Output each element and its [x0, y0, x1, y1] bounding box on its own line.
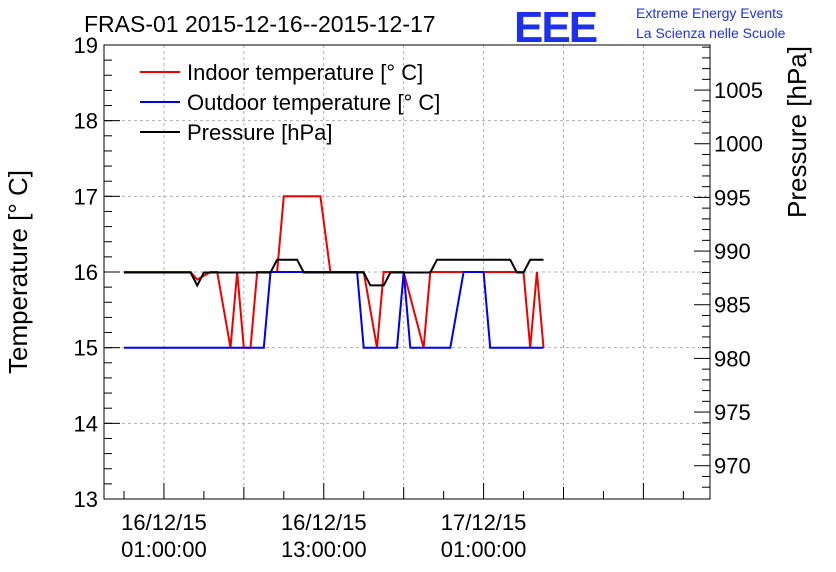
series-line-2 [124, 258, 544, 288]
eee-logo: EEE Extreme Energy Events La Scienza nel… [514, 3, 786, 52]
y2-tick-label: 970 [714, 454, 751, 479]
x-tick-label-date: 16/12/15 [281, 510, 367, 535]
logo-letters: EEE [514, 3, 597, 52]
legend-label-2: Pressure [hPa] [187, 120, 333, 145]
legend-label-0: Indoor temperature [° C] [187, 60, 423, 85]
x-tick-label-date: 17/12/15 [441, 510, 527, 535]
y2-tick-label: 975 [714, 400, 751, 425]
y2-tick-label: 1005 [714, 78, 763, 103]
x-tick-label-time: 01:00:00 [441, 537, 527, 562]
y2-axis-title: Pressure [hPa] [782, 46, 812, 218]
legend: Indoor temperature [° C] Outdoor temperat… [140, 60, 440, 145]
y-axis-title: Temperature [° C] [3, 170, 33, 374]
x-axis: 16/12/1501:00:0016/12/1513:00:0017/12/15… [121, 483, 684, 562]
y2-tick-label: 980 [714, 346, 751, 371]
y2-tick-label: 995 [714, 185, 751, 210]
y-tick-label: 16 [74, 260, 98, 285]
y2-tick-label: 1000 [714, 132, 763, 157]
series-line-1 [124, 271, 544, 349]
y-tick-label: 18 [74, 109, 98, 134]
y-tick-label: 19 [74, 33, 98, 58]
left-axis: 13 14 15 16 17 18 19 [74, 33, 120, 512]
x-tick-label-time: 01:00:00 [121, 537, 207, 562]
right-axis: 970 975 980 985 990 995 1000 1005 [694, 46, 763, 488]
y2-tick-label: 985 [714, 293, 751, 318]
y2-tick-label: 990 [714, 239, 751, 264]
y-tick-label: 14 [74, 411, 98, 436]
chart-title: FRAS-01 2015-12-16--2015-12-17 [84, 11, 436, 37]
x-tick-label-time: 13:00:00 [281, 537, 367, 562]
y-tick-label: 15 [74, 336, 98, 361]
grid [104, 45, 710, 499]
legend-label-1: Outdoor temperature [° C] [187, 90, 440, 115]
logo-line-1: Extreme Energy Events [636, 5, 783, 21]
logo-line-2: La Scienza nelle Scuole [636, 25, 786, 41]
x-tick-label-date: 16/12/15 [121, 510, 207, 535]
y-tick-label: 17 [74, 184, 98, 209]
series-group [124, 195, 545, 349]
y-tick-label: 13 [74, 487, 98, 512]
